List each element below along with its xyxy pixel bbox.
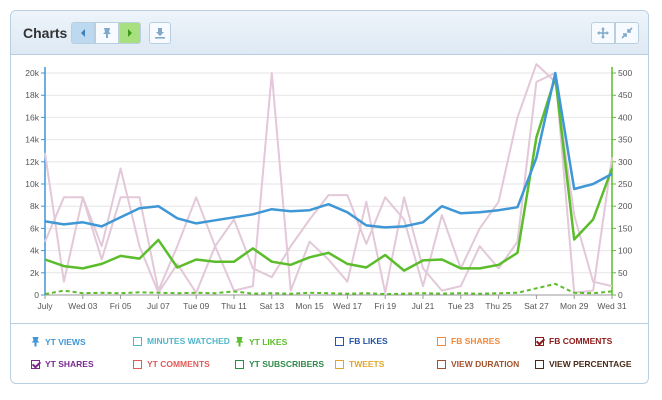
pin-icon [31, 337, 40, 347]
x-tick-label: Fri 19 [374, 301, 396, 311]
y-tick-label-right: 0 [618, 290, 623, 300]
y-tick-label-left: 8k [30, 201, 40, 211]
x-tick-label: Mon 15 [295, 301, 324, 311]
y-tick-label-left: 20k [25, 68, 39, 78]
x-tick-label: Thu 11 [221, 301, 247, 311]
series-line-yt-likes [44, 76, 614, 272]
chart-area: 0 2k 4k 6k 8k 10k 12k 14k 16k 18k 20k 0 50 100 150 200 2… [11, 55, 648, 321]
y-tick-label-right: 500 [618, 68, 632, 78]
legend-item-yt-comments[interactable]: YT COMMENTS [133, 359, 210, 369]
chevron-right-icon [128, 29, 132, 37]
x-tick-label: Tue 09 [183, 301, 209, 311]
pin-icon [235, 337, 244, 347]
legend-item-tweets[interactable]: TWEETS [335, 359, 384, 369]
x-tick-label: Wed 17 [333, 301, 362, 311]
series-line-yt-shares [44, 63, 613, 292]
x-tick-label: Tue 23 [448, 301, 474, 311]
y-tick-label-left: 16k [25, 112, 39, 122]
charts-panel: Charts 0 2k 4k 6k 8k 10k 12k 14k 16k 18k 20k 0 50 100… [10, 10, 649, 384]
panel-header: Charts [11, 11, 648, 55]
y-tick-label-right: 50 [618, 268, 628, 278]
collapse-button[interactable] [615, 22, 639, 44]
y-tick-label-left: 6k [30, 223, 40, 233]
collapse-icon [621, 27, 633, 39]
legend-label: YT SUBSCRIBERS [249, 359, 325, 369]
y-tick-label-left: 4k [30, 246, 40, 256]
y-tick-label-left: 12k [25, 157, 39, 167]
x-tick-label: Wed 03 [68, 301, 97, 311]
download-button[interactable] [149, 22, 171, 44]
pin-icon [103, 28, 111, 38]
line-chart: 0 2k 4k 6k 8k 10k 12k 14k 16k 18k 20k 0 50 100 150 200 2… [25, 63, 632, 311]
y-tick-label-right: 450 [618, 90, 632, 100]
legend-checkbox[interactable] [335, 336, 344, 346]
move-button[interactable] [591, 22, 615, 44]
legend-label: MINUTES WATCHED [147, 336, 230, 346]
x-tick-label: Thu 25 [485, 301, 512, 311]
legend-item-fb-comments[interactable]: FB COMMENTS [535, 336, 612, 346]
legend-item-fb-shares[interactable]: FB SHARES [437, 336, 500, 346]
x-tick-label: Mon 29 [560, 301, 589, 311]
series-line-fb-comments [44, 282, 613, 296]
legend-item-view-duration[interactable]: VIEW DURATION [437, 359, 519, 369]
legend-checkbox[interactable] [335, 359, 344, 369]
y-tick-label-left: 0 [34, 290, 39, 300]
legend-checkbox[interactable] [235, 359, 244, 369]
legend-item-yt-likes[interactable]: YT LIKES [235, 336, 287, 347]
legend-item-yt-subscribers[interactable]: YT SUBSCRIBERS [235, 359, 324, 369]
legend-label: FB SHARES [451, 336, 501, 346]
move-icon [597, 27, 609, 39]
y-tick-label-right: 200 [618, 201, 632, 211]
y-tick-label-right: 100 [618, 246, 632, 256]
y-tick-label-left: 10k [25, 179, 39, 189]
legend-checkbox[interactable] [133, 359, 142, 369]
legend-checkbox[interactable] [31, 359, 40, 369]
legend-label: TWEETS [349, 359, 385, 369]
legend-item-yt-views[interactable]: YT VIEWS [31, 336, 86, 347]
panel-title: Charts [23, 25, 68, 41]
y-tick-label-left: 14k [25, 135, 39, 145]
legend-label: FB LIKES [349, 336, 388, 346]
y-tick-label-left: 2k [30, 268, 40, 278]
pin-button[interactable] [95, 22, 119, 44]
legend-label: YT LIKES [249, 336, 288, 347]
next-button[interactable] [119, 22, 141, 44]
legend-checkbox[interactable] [437, 336, 446, 346]
x-tick-label: Sat 27 [524, 301, 549, 311]
prev-button[interactable] [71, 22, 95, 44]
legend-item-minutes-watched[interactable]: MINUTES WATCHED [133, 336, 230, 346]
legend-checkbox[interactable] [535, 359, 544, 369]
legend-checkbox[interactable] [437, 359, 446, 369]
legend-label: VIEW PERCENTAGE [549, 359, 632, 369]
legend-checkbox[interactable] [535, 336, 544, 346]
legend-label: YT COMMENTS [147, 359, 210, 369]
y-tick-label-right: 300 [618, 157, 632, 167]
legend-label: FB COMMENTS [549, 336, 613, 346]
legend-label: YT SHARES [45, 359, 94, 369]
series-line-yt-views [44, 71, 613, 229]
x-tick-label: Sat 13 [260, 301, 285, 311]
download-icon [155, 28, 165, 39]
legend-item-fb-likes[interactable]: FB LIKES [335, 336, 388, 346]
legend: YT VIEWS MINUTES WATCHED YT LIKES FB LIKES F… [11, 323, 648, 383]
x-tick-label: July [37, 301, 53, 311]
y-tick-label-right: 400 [618, 112, 632, 122]
legend-label: YT VIEWS [45, 336, 86, 347]
legend-item-yt-shares[interactable]: YT SHARES [31, 359, 94, 369]
legend-label: VIEW DURATION [451, 359, 520, 369]
series-line-tweets [44, 72, 613, 294]
legend-item-view-percentage[interactable]: VIEW PERCENTAGE [535, 359, 632, 369]
y-tick-label-right: 150 [618, 223, 632, 233]
x-tick-label: Wed 31 [597, 301, 626, 311]
x-tick-label: Fri 05 [110, 301, 132, 311]
y-tick-label-right: 350 [618, 135, 632, 145]
chevron-left-icon [81, 29, 85, 37]
x-tick-label: Jul 07 [147, 301, 170, 311]
y-tick-label-right: 250 [618, 179, 632, 189]
y-tick-label-left: 18k [25, 90, 39, 100]
x-tick-label: Jul 21 [412, 301, 435, 311]
legend-checkbox[interactable] [133, 336, 142, 346]
